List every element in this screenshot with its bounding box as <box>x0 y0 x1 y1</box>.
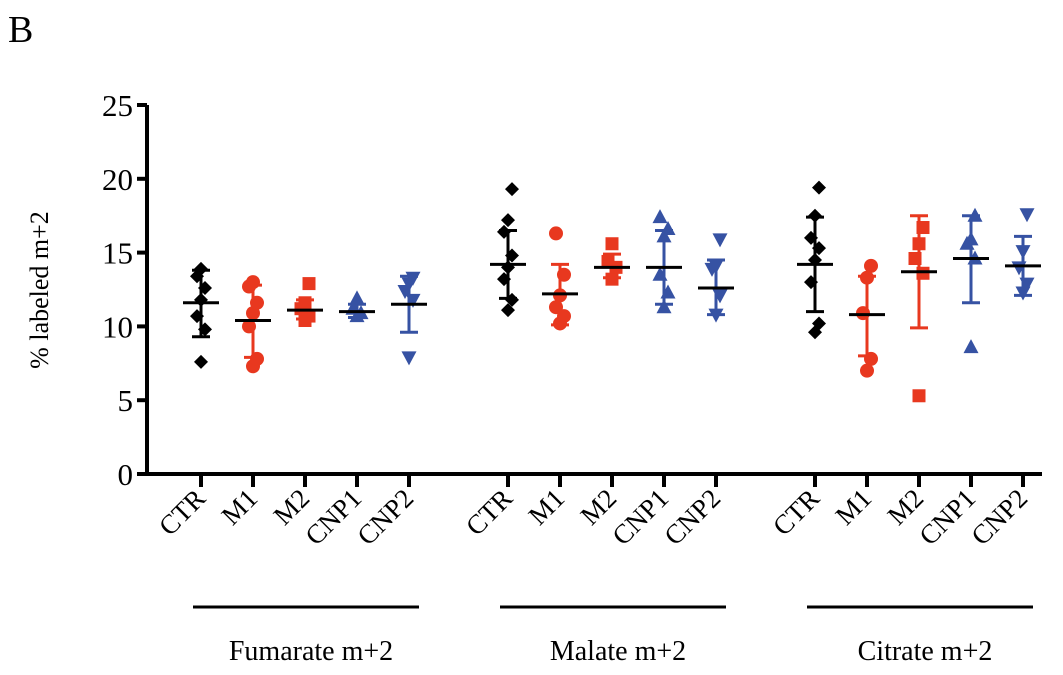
data-point <box>652 209 668 224</box>
data-point <box>501 260 515 275</box>
x-tick-label: CNP2 <box>351 483 419 551</box>
data-point <box>912 389 926 403</box>
x-tick-label: M1 <box>523 483 571 531</box>
data-point <box>1015 245 1031 260</box>
data-point <box>505 248 519 263</box>
data-point <box>812 180 826 195</box>
data-point <box>497 224 511 239</box>
data-point <box>652 266 668 281</box>
data-point <box>708 308 724 323</box>
x-tick-label: CTR <box>767 483 825 541</box>
data-point <box>808 208 822 223</box>
y-tick-label: 5 <box>118 383 134 418</box>
group-label: Malate m+2 <box>550 636 686 667</box>
data-point <box>864 258 878 273</box>
data-point <box>963 339 979 354</box>
data-point <box>190 309 204 324</box>
x-tick-label: CNP2 <box>658 483 726 551</box>
chart-marks <box>183 180 1041 403</box>
x-tick-label: CTR <box>153 483 211 541</box>
data-point <box>912 237 926 251</box>
data-point <box>1019 277 1035 292</box>
x-tick-label: CNP1 <box>606 483 674 551</box>
panel-label: B <box>8 9 34 51</box>
x-tick-label: M1 <box>830 483 878 531</box>
data-point <box>963 231 979 246</box>
y-tick-label: 15 <box>102 236 133 271</box>
data-point <box>242 319 256 334</box>
data-point <box>557 267 571 282</box>
data-point <box>656 299 672 314</box>
group-label: Fumarate m+2 <box>229 636 393 667</box>
data-point <box>198 281 212 296</box>
x-tick-label: CNP2 <box>965 483 1033 551</box>
data-point <box>1019 208 1035 223</box>
axes <box>137 103 1042 609</box>
data-point <box>501 213 515 228</box>
data-point <box>401 351 417 366</box>
data-point <box>250 351 264 366</box>
data-point <box>250 295 264 310</box>
data-point <box>298 296 312 310</box>
data-point <box>860 270 874 285</box>
y-tick-label: 0 <box>118 457 134 492</box>
data-point <box>549 300 563 315</box>
data-point <box>656 228 672 243</box>
data-point <box>198 322 212 337</box>
y-axis-label: % labeled m+2 <box>25 211 54 369</box>
data-point <box>302 277 316 291</box>
y-tick-label: 10 <box>102 309 133 344</box>
y-tick-label: 20 <box>102 162 133 197</box>
data-point <box>712 289 728 304</box>
x-tick-label: CNP1 <box>299 483 367 551</box>
data-point <box>660 284 676 299</box>
data-point <box>967 207 983 222</box>
data-point <box>860 363 874 378</box>
y-tick-label: 25 <box>102 88 133 123</box>
data-point <box>708 259 724 274</box>
data-point <box>812 241 826 256</box>
data-point <box>501 303 515 318</box>
data-point <box>549 226 563 241</box>
data-point <box>505 182 519 197</box>
data-point <box>194 354 208 369</box>
data-point <box>349 290 365 305</box>
x-tick-label: CTR <box>460 483 518 541</box>
data-point <box>916 221 930 235</box>
data-point <box>405 293 421 308</box>
data-point <box>605 237 619 251</box>
data-point <box>194 261 208 276</box>
data-point <box>812 316 826 331</box>
data-point <box>601 254 615 268</box>
data-point <box>194 292 208 307</box>
data-point <box>497 272 511 287</box>
data-point <box>505 292 519 307</box>
data-point <box>712 233 728 248</box>
x-tick-label: M1 <box>216 483 264 531</box>
data-point <box>405 271 421 286</box>
data-point <box>804 230 818 245</box>
data-point <box>908 252 922 266</box>
data-point <box>864 351 878 366</box>
x-tick-label: CNP1 <box>913 483 981 551</box>
data-point <box>605 272 619 286</box>
data-point <box>246 275 260 290</box>
group-label: Citrate m+2 <box>858 636 993 667</box>
data-point <box>660 220 676 235</box>
data-point <box>804 275 818 290</box>
